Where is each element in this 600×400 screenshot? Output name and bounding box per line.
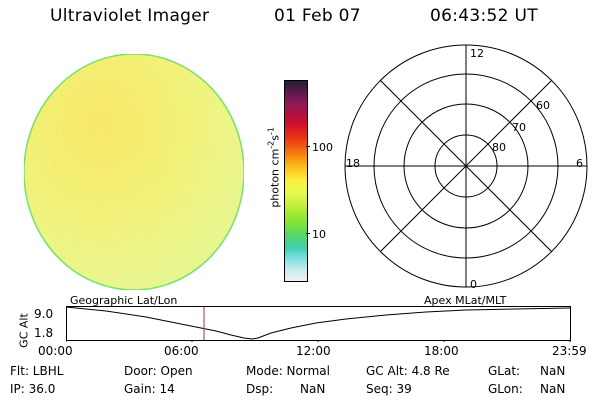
geographic-label: Geographic Lat/Lon — [70, 294, 178, 307]
status-glon-label: GLon: — [488, 382, 523, 396]
status-glon-value: NaN — [540, 382, 566, 396]
colorbar-gradient — [285, 81, 307, 281]
earth-disk — [23, 53, 245, 291]
time-label: 06:43:52 UT — [430, 6, 538, 26]
colorbar — [284, 80, 308, 282]
status-gain: Gain: 14 — [124, 382, 175, 396]
mlt-label-18: 18 — [346, 157, 360, 170]
timeline-xtick-2359: 23:59 — [552, 344, 587, 358]
status-gc-alt: GC Alt: 4.8 Re — [366, 364, 450, 378]
colorbar-tick-mark — [306, 146, 310, 147]
apex-label: Apex MLat/MLT — [424, 294, 507, 307]
status-glat-value: NaN — [540, 364, 566, 378]
uv-image — [23, 53, 245, 291]
mlt-label-6: 6 — [576, 157, 583, 170]
lat-label-70: 70 — [512, 121, 526, 134]
timeline-xtick-1800: 18:00 — [424, 344, 459, 358]
colorbar-tick-100: 100 — [312, 141, 333, 154]
status-dsp-label: Dsp: — [246, 382, 274, 396]
timeline-ytick-1-8: 1.8 — [34, 326, 54, 340]
status-ip: IP: 36.0 — [10, 382, 56, 396]
lat-label-80: 80 — [492, 141, 506, 154]
status-glat-label: GLat: — [488, 364, 521, 378]
polar-diagonal — [379, 79, 553, 253]
status-filter: Flt: LBHL — [10, 364, 64, 378]
instrument-title: Ultraviolet Imager — [50, 6, 210, 26]
timeline-xtick-0600: 06:00 — [164, 344, 199, 358]
altitude-curve — [66, 306, 571, 340]
timeline-axis-title: GC Alt — [17, 313, 31, 348]
colorbar-tick-mark — [306, 233, 310, 234]
status-dsp-value: NaN — [300, 382, 326, 396]
status-mode: Mode: Normal — [246, 364, 330, 378]
colorbar-tick-10: 10 — [312, 228, 326, 241]
status-seq: Seq: 39 — [366, 382, 412, 396]
mlt-label-0: 0 — [470, 278, 477, 291]
mlt-label-12: 12 — [470, 47, 484, 60]
timeline-ytick-9: 9.0 — [34, 307, 54, 321]
status-door: Door: Open — [124, 364, 193, 378]
altitude-timeline — [66, 306, 571, 342]
timeline-xtick-1200: 12:00 — [296, 344, 331, 358]
date-label: 01 Feb 07 — [274, 6, 361, 26]
timeline-frame — [66, 306, 571, 341]
colorbar-units: photon cm-2s-1 — [266, 127, 282, 208]
polar-plot — [344, 44, 588, 288]
timeline-xtick-0000: 00:00 — [38, 344, 73, 358]
lat-label-60: 60 — [536, 99, 550, 112]
